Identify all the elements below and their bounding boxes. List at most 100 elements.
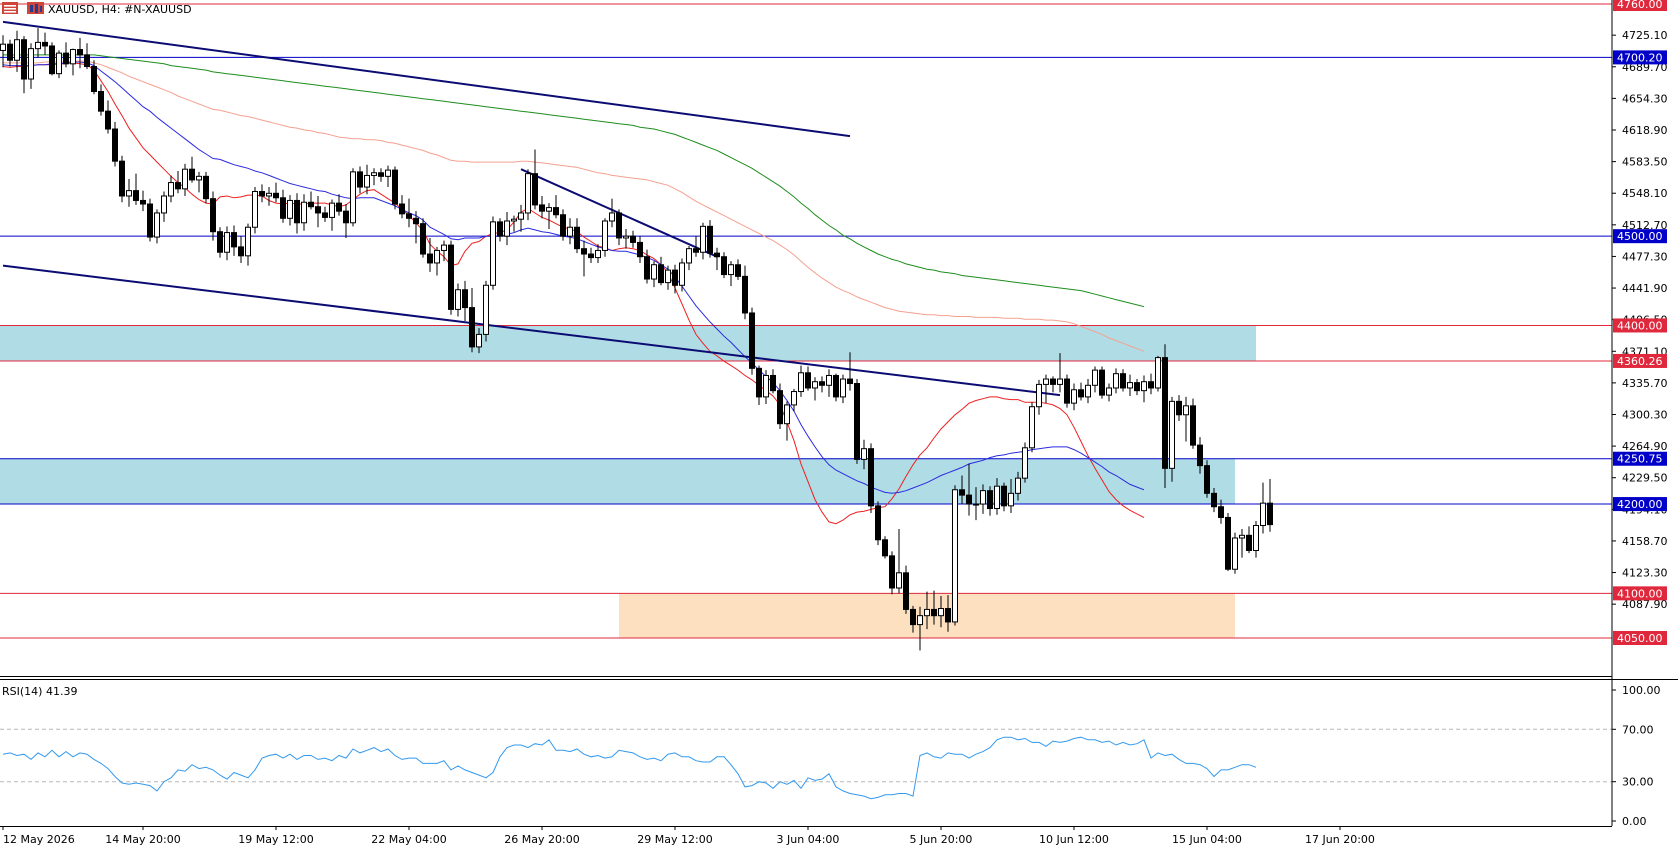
price-level-badge[interactable]: 4760.00	[1613, 0, 1667, 11]
candle-body	[567, 226, 573, 237]
price-tick-label: 4123.30	[1622, 567, 1668, 580]
price-tick-label: 4618.90	[1622, 124, 1668, 137]
candle	[686, 245, 692, 271]
candle-body	[777, 390, 783, 425]
rsi-pane[interactable]: RSI(14) 41.39	[0, 685, 1612, 800]
candle-body	[581, 248, 587, 255]
candle	[420, 218, 426, 258]
candle	[231, 225, 237, 256]
menu-icon[interactable]	[2, 2, 18, 14]
candle-body	[7, 43, 13, 61]
trendline[interactable]	[2, 20, 851, 138]
candle	[791, 388, 797, 412]
candle	[973, 487, 979, 521]
candle	[658, 256, 664, 286]
candle-body	[903, 572, 909, 610]
candle	[70, 48, 76, 76]
candle-body	[630, 235, 636, 243]
candle-body	[266, 192, 272, 197]
time-axis[interactable]: 12 May 2026 14 May 20:00 19 May 12:00 22 Ma…	[2, 826, 1375, 846]
candle	[336, 194, 342, 216]
candle-body	[917, 615, 923, 626]
price-level-badge[interactable]: 4200.00	[1613, 497, 1667, 512]
rsi-axis[interactable]: 100.00 70.00 30.00 0.00	[1612, 684, 1661, 828]
candle-body	[763, 374, 769, 398]
candle-body	[371, 172, 377, 176]
price-tick-label: 4264.90	[1622, 440, 1668, 453]
price-level-badge[interactable]: 4050.00	[1613, 631, 1667, 645]
candle-body	[112, 128, 118, 162]
candle-body	[350, 171, 356, 224]
rsi-tick-label: 30.00	[1622, 776, 1654, 789]
candle-body	[14, 39, 20, 61]
price-tick-label: 4512.70	[1622, 219, 1668, 232]
candle	[133, 173, 139, 205]
candle	[1141, 375, 1147, 403]
candle-body	[1260, 502, 1266, 526]
candle-body	[1162, 357, 1168, 469]
candle-body	[1057, 378, 1063, 385]
candle-body	[1120, 373, 1126, 389]
chart-header: XAUUSD, H4: #N-XAUUSD	[2, 2, 192, 16]
trendline[interactable]	[2, 264, 1061, 397]
candle-body	[686, 248, 692, 264]
price-level-badge-bg	[1613, 586, 1667, 601]
candle	[112, 121, 118, 167]
price-axis[interactable]: 4725.104689.704654.304618.904583.504548.…	[1612, 0, 1668, 645]
symbol-title: XAUUSD, H4: #N-XAUUSD	[48, 3, 192, 16]
candle	[770, 369, 776, 394]
price-level-badge[interactable]: 4700.20	[1613, 50, 1667, 65]
candle	[469, 287, 475, 353]
candle-body	[861, 448, 867, 460]
price-tick-label: 4583.50	[1622, 156, 1668, 169]
price-level-badge[interactable]: 4360.26	[1613, 353, 1667, 368]
rsi-tick-label: 0.00	[1622, 815, 1647, 828]
candle	[434, 246, 440, 276]
candle	[168, 175, 174, 203]
price-level-badge-bg	[1613, 451, 1667, 466]
candle-body	[1148, 381, 1154, 389]
candle	[924, 591, 930, 630]
candle	[833, 373, 839, 402]
candle-body	[462, 289, 468, 309]
candle	[42, 32, 48, 55]
candle	[609, 198, 615, 228]
candle-body	[637, 241, 643, 258]
candle	[1211, 487, 1217, 513]
candle	[700, 222, 706, 260]
price-level-badge[interactable]: 4250.75	[1613, 451, 1667, 466]
candle	[980, 484, 986, 514]
candle-body	[980, 490, 986, 505]
candle-body	[973, 503, 979, 506]
candle-body	[784, 404, 790, 425]
candle	[504, 212, 510, 246]
price-level-badge[interactable]: 4500.00	[1613, 229, 1667, 244]
price-level-badge-label: 4360.26	[1617, 355, 1663, 368]
candle-body	[847, 378, 853, 385]
candle-body	[490, 221, 496, 286]
candle	[945, 595, 951, 632]
candle-body	[546, 207, 552, 212]
price-level-badge[interactable]: 4100.00	[1613, 586, 1667, 601]
price-level-badge[interactable]: 4400.00	[1613, 318, 1667, 333]
candle-body	[133, 190, 139, 201]
candle	[889, 551, 895, 595]
candle-body	[574, 226, 580, 250]
price-pane[interactable]	[0, 3, 1612, 651]
candle-body	[882, 539, 888, 557]
candle	[749, 307, 755, 375]
candle-body	[595, 249, 601, 259]
candle-body	[322, 212, 328, 218]
chart-type-icon[interactable]	[27, 2, 44, 14]
candle	[280, 189, 286, 223]
candle	[294, 193, 300, 234]
candle-body	[343, 210, 349, 224]
candle-body	[728, 264, 734, 276]
candle-body	[931, 608, 937, 617]
candle	[1071, 383, 1077, 411]
candle	[77, 37, 83, 69]
candle-body	[1225, 516, 1231, 570]
candle	[882, 536, 888, 559]
candle-body	[301, 201, 307, 224]
candle-body	[798, 372, 804, 393]
